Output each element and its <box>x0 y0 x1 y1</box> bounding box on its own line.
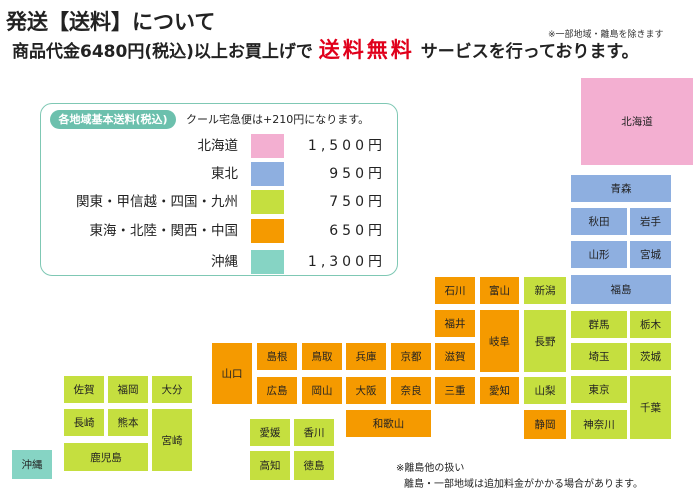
exclusion-note: ※一部地域・離島を除きます <box>548 30 664 40</box>
remote-island-note: 離島・一部地域は追加料金がかかる場合があります。 <box>404 479 643 490</box>
pref-gunma: 群馬 <box>571 311 627 338</box>
pref-osaka: 大阪 <box>346 377 386 404</box>
pref-fukuoka: 福岡 <box>108 376 148 403</box>
pref-nagasaki: 長崎 <box>64 409 104 436</box>
pref-kagawa: 香川 <box>294 419 334 446</box>
pref-wakayama: 和歌山 <box>346 410 431 437</box>
pref-ishikawa: 石川 <box>435 277 475 304</box>
legend-label: 北海道 <box>197 138 239 154</box>
pref-tokushima: 徳島 <box>294 451 334 480</box>
legend-swatch <box>251 134 284 158</box>
legend-swatch <box>251 162 284 186</box>
pref-okinawa: 沖縄 <box>12 450 52 479</box>
pref-shiga: 滋賀 <box>435 343 475 370</box>
pref-saga: 佐賀 <box>64 376 104 403</box>
free-shipping-headline: 商品代金6480円(税込)以上お買上げで 送料無料 サービスを行っております。 <box>12 34 639 64</box>
headline-prefix: 商品代金6480円(税込)以上お買上げで <box>12 42 313 62</box>
pref-hokkaido: 北海道 <box>581 78 693 165</box>
pref-mie: 三重 <box>435 377 475 404</box>
pref-kochi: 高知 <box>250 451 290 480</box>
pref-kanagawa: 神奈川 <box>571 410 627 439</box>
legend-swatch <box>251 190 284 214</box>
pref-fukui: 福井 <box>435 310 475 337</box>
pref-iwate: 岩手 <box>630 208 671 235</box>
pref-kyoto: 京都 <box>391 343 431 370</box>
remote-island-note-title: ※離島他の扱い <box>396 463 465 474</box>
legend-row-kanto: 関東・甲信越・四国・九州 750円 <box>48 190 388 214</box>
pref-fukushima: 福島 <box>571 275 671 304</box>
legend-swatch <box>251 219 284 243</box>
pref-nara: 奈良 <box>391 377 431 404</box>
pref-tokyo: 東京 <box>571 376 627 403</box>
pref-miyagi: 宮城 <box>630 241 671 268</box>
legend-label: 関東・甲信越・四国・九州 <box>76 194 238 210</box>
pref-miyazaki: 宮崎 <box>152 409 192 471</box>
pref-yamagata: 山形 <box>571 241 627 268</box>
legend-badge: 各地域基本送料(税込) <box>50 110 176 129</box>
legend-swatch <box>251 250 284 274</box>
pref-hyogo: 兵庫 <box>346 343 386 370</box>
legend-row-tohoku: 東北 950円 <box>48 162 388 186</box>
pref-gifu: 岐阜 <box>480 310 519 372</box>
pref-ibaraki: 茨城 <box>630 343 671 370</box>
pref-yamanashi: 山梨 <box>524 377 566 404</box>
pref-hiroshima: 広島 <box>257 377 297 404</box>
pref-aomori: 青森 <box>571 175 671 202</box>
legend-label: 東北 <box>211 166 238 182</box>
free-shipping-label: 送料無料 <box>318 38 415 62</box>
pref-chiba: 千葉 <box>630 376 671 439</box>
pref-nagano: 長野 <box>524 310 566 372</box>
pref-shizuoka: 静岡 <box>524 410 566 439</box>
cool-delivery-note: クール宅急便は+210円になります。 <box>186 113 370 126</box>
pref-ehime: 愛媛 <box>250 419 290 446</box>
pref-oita: 大分 <box>152 376 192 403</box>
pref-tochigi: 栃木 <box>630 311 671 338</box>
legend-row-hokkaido: 北海道 1,500円 <box>48 134 388 158</box>
legend-price: 1,300円 <box>307 254 386 270</box>
legend-label: 沖縄 <box>211 254 238 270</box>
page-title: 発送【送料】について <box>6 10 216 34</box>
legend-row-tokai: 東海・北陸・関西・中国 650円 <box>48 219 388 243</box>
pref-kumamoto: 熊本 <box>108 409 148 436</box>
legend-row-okinawa: 沖縄 1,300円 <box>48 250 388 274</box>
pref-aichi: 愛知 <box>480 377 519 404</box>
pref-akita: 秋田 <box>571 208 627 235</box>
pref-shimane: 島根 <box>257 343 297 370</box>
legend-price: 1,500円 <box>307 138 386 154</box>
legend-label: 東海・北陸・関西・中国 <box>89 223 239 239</box>
pref-saitama: 埼玉 <box>571 343 627 370</box>
legend-price: 950円 <box>329 166 386 182</box>
shipping-fee-legend <box>40 103 398 276</box>
pref-niigata: 新潟 <box>524 277 566 304</box>
pref-yamaguchi: 山口 <box>212 343 252 404</box>
pref-tottori: 鳥取 <box>302 343 342 370</box>
headline-suffix: サービスを行っております。 <box>420 42 639 62</box>
legend-price: 650円 <box>329 223 386 239</box>
pref-kagoshima: 鹿児島 <box>64 443 148 471</box>
pref-okayama: 岡山 <box>302 377 342 404</box>
legend-price: 750円 <box>329 194 386 210</box>
pref-toyama: 富山 <box>480 277 519 304</box>
